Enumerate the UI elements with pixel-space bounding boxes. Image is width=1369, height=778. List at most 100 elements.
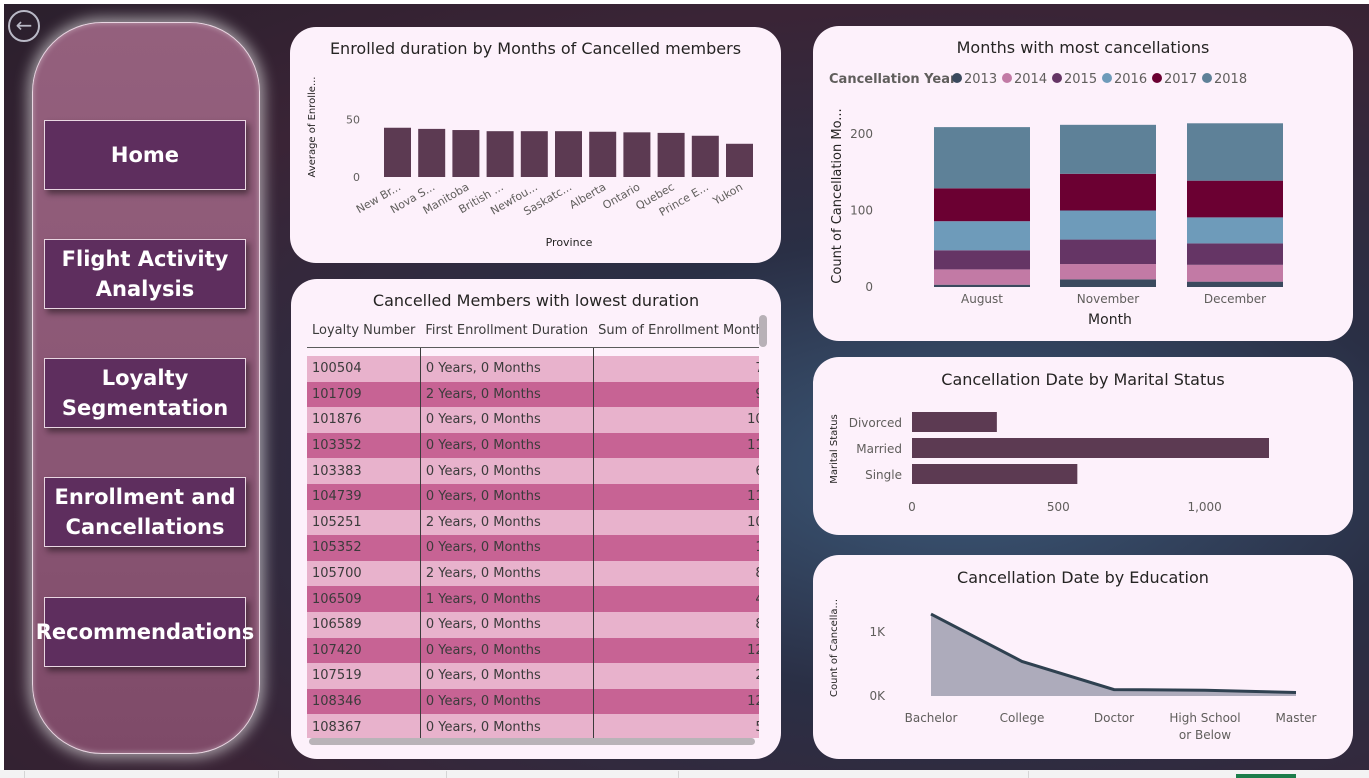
legend-label[interactable]: 2014 xyxy=(1014,72,1047,87)
bar[interactable] xyxy=(657,132,685,177)
bar[interactable] xyxy=(418,128,446,177)
bar[interactable] xyxy=(452,130,480,177)
legend-marker[interactable] xyxy=(1202,73,1212,83)
x-tick-label: November xyxy=(1077,292,1139,306)
cell-enrollment-month: 8 xyxy=(593,560,759,587)
page-tab-divider xyxy=(446,771,447,778)
bar[interactable] xyxy=(520,131,548,177)
monthly-cancellations-chart: Cancellation Year 2013 2014 2015 2016 2017 201… xyxy=(829,72,1283,328)
stacked-bar-segment[interactable] xyxy=(934,188,1030,222)
nav-button-recommendations[interactable]: Recommendations xyxy=(36,597,254,667)
stacked-bar-segment[interactable] xyxy=(934,221,1030,251)
table-vertical-scrollbar[interactable] xyxy=(759,315,767,347)
nav-button-enrollment-and-cancellations[interactable]: Enrollment and Cancellations xyxy=(44,477,246,547)
cell-loyalty-number: 105251 xyxy=(307,509,421,536)
stacked-bar-segment[interactable] xyxy=(934,127,1030,189)
stacked-bar-segment[interactable] xyxy=(934,284,1030,287)
bar[interactable] xyxy=(589,131,617,177)
x-tick-label: Bachelor xyxy=(905,711,958,725)
stacked-bar-segment[interactable] xyxy=(1187,243,1283,265)
bar[interactable] xyxy=(691,135,719,177)
nav-button-flight-activity-analysis[interactable]: Flight Activity Analysis xyxy=(44,239,246,309)
stacked-bar-segment[interactable] xyxy=(1060,173,1156,211)
legend-marker[interactable] xyxy=(952,73,962,83)
stacked-bar-segment[interactable] xyxy=(1060,279,1156,287)
top-border xyxy=(0,0,1369,4)
x-axis-label: Month xyxy=(1088,312,1132,328)
area-line[interactable] xyxy=(930,612,1297,694)
column-header-first-enrollment-duration[interactable]: First Enrollment Duration xyxy=(420,315,594,348)
stacked-bar-segment[interactable] xyxy=(934,269,1030,285)
column-header-loyalty-number[interactable]: Loyalty Number xyxy=(307,315,421,348)
table-horizontal-scrollbar[interactable] xyxy=(309,738,755,745)
cell-enrollment-month: 10 xyxy=(593,407,759,433)
cell-loyalty-number: 103383 xyxy=(307,458,421,484)
bar[interactable] xyxy=(726,143,753,177)
table-header-row: Loyalty Number First Enrollment Duration… xyxy=(307,315,759,348)
cell-loyalty-number: 108367 xyxy=(307,714,421,738)
legend-label[interactable]: 2018 xyxy=(1214,72,1247,87)
legend-label[interactable]: 2015 xyxy=(1064,72,1097,87)
cell-loyalty-number: 105352 xyxy=(307,535,421,561)
legend-label[interactable]: 2016 xyxy=(1114,72,1147,87)
cell-enrollment-month: 11 xyxy=(593,483,759,510)
legend-marker[interactable] xyxy=(1052,73,1062,83)
back-arrow-icon[interactable]: ← xyxy=(8,10,40,42)
bar[interactable] xyxy=(912,412,997,432)
bar[interactable] xyxy=(384,127,411,177)
education-chart: 0K 1K Count of Cancella... Bachelor College D… xyxy=(829,599,1317,742)
nav-button-home[interactable]: Home xyxy=(44,120,246,190)
stacked-bar-segment[interactable] xyxy=(1187,180,1283,218)
nav-button-loyalty-segmentation[interactable]: Loyalty Segmentation xyxy=(44,358,246,428)
cell-enrollment-duration: 2 Years, 0 Months xyxy=(420,509,594,536)
bar[interactable] xyxy=(555,131,582,177)
x-tick-label: 0 xyxy=(908,500,916,514)
cancelled-members-table[interactable]: Loyalty Number First Enrollment Duration… xyxy=(307,315,759,738)
bar[interactable] xyxy=(912,464,1078,484)
stacked-bar-segment[interactable] xyxy=(1060,210,1156,240)
stacked-bar-segment[interactable] xyxy=(1187,123,1283,181)
bar[interactable] xyxy=(486,131,514,177)
legend-label[interactable]: 2017 xyxy=(1164,72,1197,87)
legend-marker[interactable] xyxy=(1152,73,1162,83)
cell-enrollment-duration: 0 Years, 0 Months xyxy=(420,356,594,382)
stacked-bar-segment[interactable] xyxy=(1060,239,1156,265)
stacked-bar-segment[interactable] xyxy=(934,250,1030,270)
cell-enrollment-month: 1 xyxy=(593,535,759,561)
x-tick-label: High School xyxy=(1169,711,1240,725)
stacked-bar-segment[interactable] xyxy=(1187,281,1283,287)
bar[interactable] xyxy=(623,132,651,177)
monthly-cancellations-title: Months with most cancellations xyxy=(956,38,1210,57)
stacked-bar-segment[interactable] xyxy=(1060,124,1156,174)
legend-label[interactable]: 2013 xyxy=(964,72,997,87)
legend-marker[interactable] xyxy=(1102,73,1112,83)
stacked-bar-segment[interactable] xyxy=(1060,264,1156,280)
cell-enrollment-duration: 0 Years, 0 Months xyxy=(420,688,594,715)
stacked-bar-segment[interactable] xyxy=(1187,264,1283,282)
x-tick-label: 1,000 xyxy=(1187,500,1221,514)
column-header-sum-enrollment-month[interactable]: Sum of Enrollment Month xyxy=(593,315,759,348)
legend-marker[interactable] xyxy=(1002,73,1012,83)
stacked-bar-segment[interactable] xyxy=(1187,217,1283,244)
cell-enrollment-duration: 0 Years, 0 Months xyxy=(420,637,594,664)
x-axis-label: Province xyxy=(546,236,593,249)
marital-status-title: Cancellation Date by Marital Status xyxy=(941,370,1225,389)
cell-loyalty-number: 100504 xyxy=(307,356,421,382)
bar[interactable] xyxy=(912,438,1269,458)
